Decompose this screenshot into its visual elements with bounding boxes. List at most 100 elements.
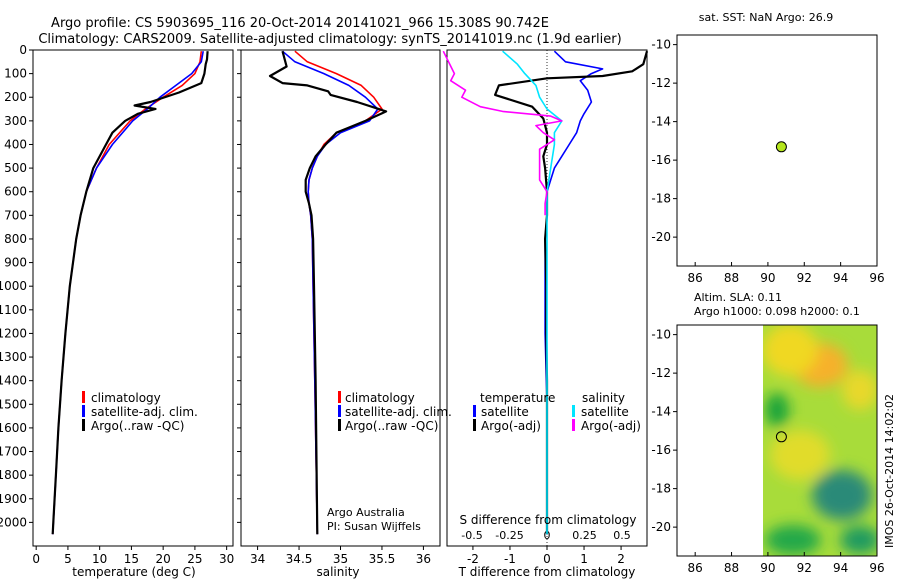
map-x-tick-label: 88 [724,561,739,575]
sla-blob-green [765,393,789,427]
temperature-panel: 0100200300400500600700800900100011001200… [0,43,234,579]
sla-blob-teal-2 [840,526,877,554]
map-x-tick-label: 92 [797,271,812,285]
legend-heading-temperature: temperature [480,391,555,405]
legend-swatch-s-argo [572,419,575,431]
depth-tick-label: 1400 [0,374,27,388]
sla-map-frame [676,324,878,557]
depth-tick-label: 700 [4,208,27,222]
map-x-tick-label: 96 [869,561,884,575]
salinity-plot-frame [240,49,441,547]
depth-tick-label: 1900 [0,492,27,506]
map-y-tick-label: -10 [651,38,671,52]
depth-tick-label: 1300 [0,350,27,364]
legend-label-climatology: climatology [91,391,161,405]
sla-blob-teal [812,470,872,520]
s-diff-tick-label: 0 [544,529,551,542]
difference-x-axis: -2 -1 0 1 2 [467,546,625,566]
map-y-tick-label: -18 [651,192,671,206]
sla-heatmap [763,325,877,556]
depth-tick-label: 800 [4,232,27,246]
difference-legend: temperature satellite Argo(-adj) salinit… [473,391,641,433]
series-line-temperature-argo-adj- [494,50,649,535]
sst-map-frame [676,34,878,267]
depth-tick-label: 1500 [0,397,27,411]
salinity-xlabel: salinity [316,565,359,579]
legend-swatch-t-satellite [473,405,476,417]
legend-swatch-satellite [82,405,85,417]
temperature-xlabel: temperature (deg C) [72,565,195,579]
legend-label-s-argo: Argo(-adj) [581,419,641,433]
map-x-tick-label: 86 [688,561,703,575]
legend-label-satellite: satellite-adj. clim. [91,405,198,419]
credit-line-1: Argo Australia [327,506,405,519]
depth-tick-label: 1100 [0,303,27,317]
map-x-tick-label: 88 [724,271,739,285]
temperature-legend: climatology satellite-adj. clim. Argo(..… [82,391,198,433]
salinity-x-axis: 34 34.5 35 35.5 36 [250,546,431,566]
s-diff-tick-label: 0.5 [613,529,631,542]
x-tick-label: 34 [250,552,265,566]
depth-tick-label: 300 [4,114,27,128]
salinity-depth-ticks [237,49,241,523]
x-tick-label: 30 [219,552,234,566]
depth-tick-label: 2000 [0,515,27,529]
depth-tick-label: 900 [4,256,27,270]
sla-map-points [775,431,787,443]
salinity-lines [268,50,388,535]
legend-label-t-argo: Argo(-adj) [481,419,541,433]
argo-position-marker [775,141,787,153]
depth-tick-label: 400 [4,137,27,151]
legend-swatch-climatology [82,391,85,403]
map-x-tick-label: 92 [797,561,812,575]
sla-blob-yellow-3 [770,430,830,480]
x-tick-label: 0 [32,552,40,566]
temperature-x-axis: 0 5 10 15 20 25 30 [32,546,234,566]
series-line-salinity-satellite [502,50,563,535]
argo-position-marker [775,431,787,443]
legend-label-argo: Argo(..raw -QC) [91,419,184,433]
sla-blob-yellow-2 [842,370,877,410]
legend-label-s-satellite: satellite [581,405,629,419]
legend-label-t-satellite: satellite [481,405,529,419]
map-x-tick-label: 90 [760,561,775,575]
legend-label-argo: Argo(..raw -QC) [345,419,438,433]
sla-blob-green-2 [765,525,821,555]
map-x-tick-label: 90 [760,271,775,285]
salinity-panel: 34 34.5 35 35.5 36 salinity climatology sate… [237,49,452,579]
s-diff-tick-label: -0.5 [461,529,482,542]
x-tick-label: 15 [124,552,139,566]
map-y-tick-label: -10 [651,328,671,342]
sla-map-subtitle: Argo h1000: 0.098 h2000: 0.1 [694,305,860,318]
sst-map-panel: sat. SST: NaN Argo: 26.9 86 88 90 92 94 96 -10… [651,11,884,285]
x-tick-label: -2 [467,552,479,566]
map-y-tick-label: -16 [651,443,671,457]
s-difference-label: S difference from climatology [460,513,637,527]
salinity-legend: climatology satellite-adj. clim. Argo(..… [338,391,452,433]
depth-axis: 0 100 200 300 400 500 600 700 800 900 1000 1100 1200… [0,43,33,529]
imos-side-label: IMOS 26-Oct-2014 14:02:02 [883,394,896,548]
depth-tick-label: 1200 [0,326,27,340]
x-tick-label: 35.5 [369,552,396,566]
difference-lines [442,50,649,535]
legend-swatch-argo [338,419,341,431]
credit-line-2: PI: Susan Wijffels [327,520,421,533]
x-tick-label: 1 [580,552,588,566]
map-y-tick-label: -12 [651,76,671,90]
legend-label-climatology: climatology [345,391,415,405]
depth-tick-label: 0 [19,43,27,57]
map-y-tick-label: -16 [651,153,671,167]
legend-swatch-argo [82,419,85,431]
sla-map-panel: Altim. SLA: 0.11 Argo h1000: 0.098 h2000… [651,291,884,575]
depth-tick-label: 1000 [0,279,27,293]
x-tick-label: 36 [416,552,431,566]
map-y-tick-label: -18 [651,482,671,496]
x-tick-label: 25 [187,552,202,566]
x-tick-label: 0 [543,552,551,566]
s-diff-tick-label: -0.25 [495,529,523,542]
map-x-tick-label: 94 [833,561,848,575]
sst-map-title: sat. SST: NaN Argo: 26.9 [699,11,833,24]
x-tick-label: 20 [156,552,171,566]
series-line-satellite-adj-clim- [281,50,379,535]
